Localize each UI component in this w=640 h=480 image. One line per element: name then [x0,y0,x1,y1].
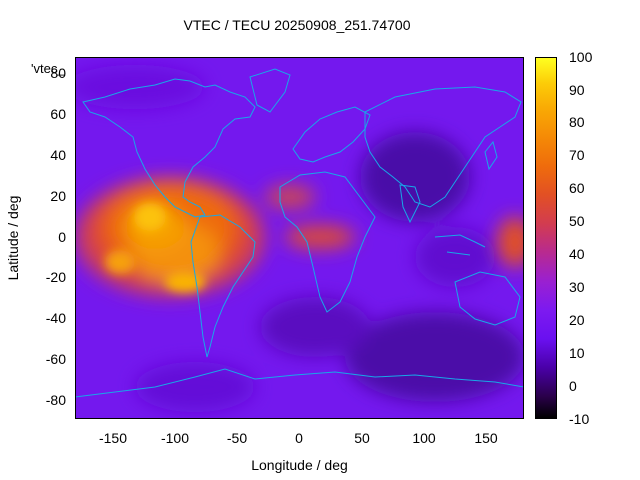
chart-title: VTEC / TECU 20250908_251.74700 [183,17,411,33]
x-tick: -150 [98,430,128,446]
y-axis-label: Latitude / deg [5,195,21,281]
colorbar-tick: 40 [569,246,585,262]
coastline-indonesia [434,234,486,256]
x-tick: 0 [295,430,303,446]
coastline-greenland [249,68,291,113]
y-tick: 0 [58,229,66,245]
y-tick: -20 [45,269,66,285]
high-tec-region [75,177,524,297]
colorbar-tick: 30 [569,279,585,295]
colorbar-tick: 90 [569,82,585,98]
low-tec-regions [75,65,524,412]
y-tick: 20 [50,188,66,204]
y-tick: 40 [50,147,66,163]
colorbar-tick: 60 [569,180,585,196]
coastline-africa [279,171,376,313]
colorbar-tick: 10 [569,345,585,361]
colorbar-tick: -10 [569,411,590,427]
coastline-antarctica [75,368,524,398]
coastline-india [399,184,421,224]
x-tick: 150 [474,430,498,446]
x-tick: 50 [354,430,370,446]
y-tick: -80 [45,392,66,408]
x-axis-label: Longitude / deg [251,457,348,473]
x-tick: -50 [226,430,248,446]
coastline-north-america [82,78,256,218]
legend-key-label: 'vtec_ [31,61,65,76]
colorbar-tick: 0 [569,378,577,394]
y-tick: 80 [50,65,66,81]
y-tick: -60 [45,351,66,367]
colorbar-tick: 80 [569,114,585,130]
colorbar-tick: 50 [569,213,585,229]
coastline-australia [454,271,521,326]
colorbar-tick: 20 [569,312,585,328]
colorbar-tick: 100 [569,49,593,65]
coastlines [75,68,524,398]
coastline-south-america [190,214,256,358]
plot-border [75,57,524,419]
vtec-map [75,57,524,419]
x-tick: 100 [412,430,436,446]
x-tick: -100 [160,430,190,446]
y-tick: 60 [50,106,66,122]
coastline-japan [484,140,498,171]
y-tick: -40 [45,310,66,326]
colorbar-tick: 70 [569,147,585,163]
coastline-asia [364,86,522,208]
colorbar [535,57,557,419]
